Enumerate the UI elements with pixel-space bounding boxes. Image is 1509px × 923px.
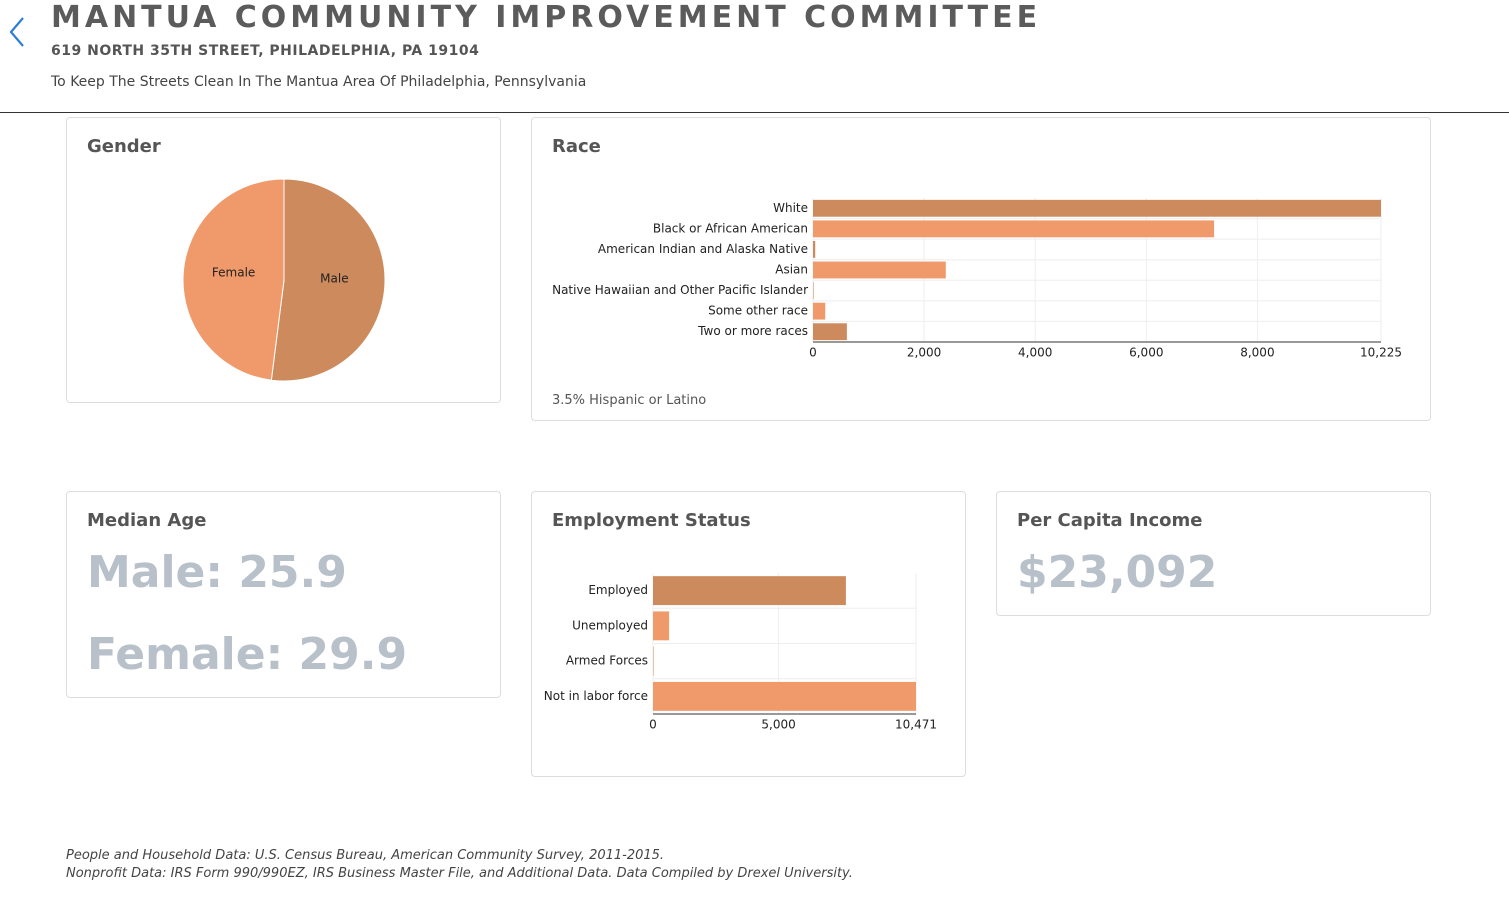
bar-chart: 0 5,000 10,471 Employed Unemployed Armed Forc…	[544, 573, 937, 732]
y-tick-label: Employed	[588, 583, 648, 597]
y-tick-label: White	[773, 201, 808, 215]
address: 619 NORTH 35TH STREET, PHILADELPHIA, PA …	[51, 43, 480, 59]
note: 3.5% Hispanic or Latino	[552, 393, 707, 408]
card-title: Median Age	[87, 510, 207, 531]
y-tick-label: Unemployed	[572, 618, 648, 632]
race-card: Race 0 2,000 4,000 6,000 8,000 10,225 White Bla…	[531, 117, 1431, 421]
x-tick-label: 10,225	[1360, 346, 1402, 360]
bar	[813, 240, 816, 258]
income-value: $23,092	[1017, 547, 1218, 598]
gender-card: Gender Male Female	[66, 117, 501, 403]
divider	[0, 112, 1509, 113]
y-tick-label: Two or more races	[697, 324, 808, 338]
footer-note: Nonprofit Data: IRS Form 990/990EZ, IRS …	[66, 866, 853, 881]
pie-slice	[270, 178, 386, 382]
card-title: Employment Status	[552, 510, 751, 531]
footer-note: People and Household Data: U.S. Census B…	[66, 848, 665, 863]
card-title: Per Capita Income	[1017, 510, 1203, 531]
bar	[653, 646, 654, 676]
bar	[653, 576, 846, 606]
x-tick-label: 0	[649, 718, 657, 732]
x-tick-label: 2,000	[907, 346, 941, 360]
bar	[813, 302, 826, 320]
x-tick-label: 10,471	[895, 718, 937, 732]
y-tick-label: American Indian and Alaska Native	[598, 242, 808, 256]
income-card: Per Capita Income $23,092	[996, 491, 1431, 616]
bar	[813, 261, 946, 279]
back-button[interactable]	[6, 16, 28, 50]
bar	[813, 199, 1381, 217]
card-title: Gender	[87, 136, 161, 157]
y-tick-label: Black or African American	[653, 221, 808, 235]
bar	[813, 282, 814, 300]
slice-label: Female	[212, 265, 255, 279]
bar-chart: 0 2,000 4,000 6,000 8,000 10,225 White Black or…	[552, 198, 1402, 360]
y-tick-label: Asian	[775, 263, 808, 277]
x-tick-label: 5,000	[761, 718, 795, 732]
y-tick-label: Some other race	[708, 304, 808, 318]
median-age-card: Median Age Male: 25.9 Female: 29.9	[66, 491, 501, 698]
page-title: MANTUA COMMUNITY IMPROVEMENT COMMITTEE	[51, 0, 1042, 35]
female-age: Female: 29.9	[87, 629, 408, 680]
pie-chart: Male Female	[182, 178, 386, 382]
x-tick-label: 0	[809, 346, 817, 360]
bar	[813, 323, 847, 341]
y-tick-label: Armed Forces	[566, 654, 648, 668]
bar	[653, 611, 670, 641]
mission: To Keep The Streets Clean In The Mantua …	[51, 74, 587, 90]
bar	[813, 220, 1215, 238]
pie-slice	[182, 178, 285, 381]
y-tick-label: Native Hawaiian and Other Pacific Island…	[552, 283, 808, 297]
y-tick-label: Not in labor force	[544, 689, 648, 703]
employment-card: Employment Status 0 5,000 10,471 Employed Un…	[531, 491, 966, 777]
male-age: Male: 25.9	[87, 547, 347, 598]
x-tick-label: 8,000	[1240, 346, 1274, 360]
bar	[653, 681, 916, 711]
x-tick-label: 6,000	[1129, 346, 1163, 360]
x-tick-label: 4,000	[1018, 346, 1052, 360]
card-title: Race	[552, 136, 601, 157]
slice-label: Male	[320, 272, 348, 286]
